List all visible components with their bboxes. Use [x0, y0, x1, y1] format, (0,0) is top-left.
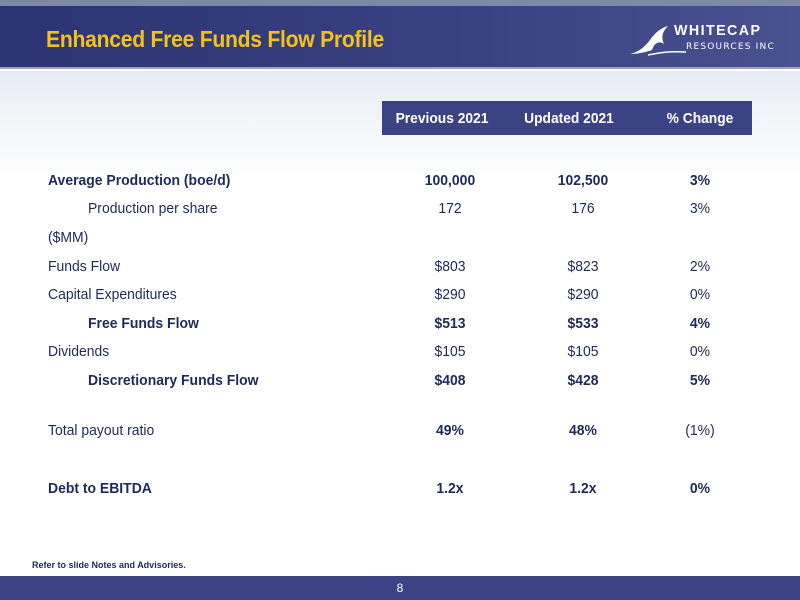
row-label: Dividends — [48, 343, 110, 360]
table-row-discretionary-funds-flow: Discretionary Funds Flow $408 $428 5% — [0, 372, 800, 394]
cell-change: 0% — [689, 286, 711, 303]
row-label: Free Funds Flow — [88, 315, 199, 332]
row-label: Average Production (boe/d) — [48, 172, 231, 189]
page-number: 8 — [396, 581, 404, 595]
table-row-debt-to-ebitda: Debt to EBITDA 1.2x 1.2x 0% — [0, 480, 800, 502]
cell-updated: 102,500 — [557, 172, 609, 189]
whitecap-logo: WHITECAP RESOURCES INC — [628, 18, 788, 62]
table-row-total-payout-ratio: Total payout ratio 49% 48% (1%) — [0, 422, 800, 444]
cell-updated: $533 — [567, 315, 599, 332]
column-updated-2021: Updated 2021 — [524, 110, 614, 127]
cell-updated: $105 — [567, 343, 599, 360]
logo-wordmark: WHITECAP — [674, 22, 762, 39]
table-row-funds-flow: Funds Flow $803 $823 2% — [0, 258, 800, 280]
cell-change: (1%) — [685, 422, 715, 439]
cell-updated: 176 — [571, 200, 595, 217]
row-label: ($MM) — [48, 229, 89, 246]
table-row-average-production: Average Production (boe/d) 100,000 102,5… — [0, 172, 800, 194]
cell-previous: 1.2x — [436, 480, 464, 497]
cell-change: 0% — [689, 343, 711, 360]
cell-change: 4% — [689, 315, 711, 332]
cell-previous: $290 — [434, 286, 466, 303]
cell-previous: $105 — [434, 343, 466, 360]
cell-change: 2% — [689, 258, 711, 275]
table-row-dividends: Dividends $105 $105 0% — [0, 343, 800, 365]
cell-updated: $823 — [567, 258, 599, 275]
cell-change: 3% — [689, 200, 711, 217]
row-label: Funds Flow — [48, 258, 121, 275]
cell-updated: 1.2x — [569, 480, 597, 497]
row-label: Total payout ratio — [48, 422, 155, 439]
cell-updated: 48% — [569, 422, 597, 439]
table-row-production-per-share: Production per share 172 176 3% — [0, 200, 800, 222]
top-strip — [0, 0, 800, 6]
cell-previous: 49% — [436, 422, 464, 439]
slide-footer: 8 — [0, 576, 800, 600]
row-label: Capital Expenditures — [48, 286, 177, 303]
cell-previous: 172 — [438, 200, 462, 217]
wave-logo-icon — [630, 26, 687, 56]
cell-updated: $428 — [567, 372, 599, 389]
cell-previous: $513 — [434, 315, 466, 332]
row-label: Debt to EBITDA — [48, 480, 152, 497]
logo-subtitle: RESOURCES INC — [686, 42, 775, 52]
footnote: Refer to slide Notes and Advisories. — [32, 560, 186, 570]
slide-header: Enhanced Free Funds Flow Profile WHITECA… — [0, 6, 800, 69]
column-percent-change: % Change — [666, 110, 734, 127]
cell-change: 3% — [689, 172, 711, 189]
table-row-free-funds-flow: Free Funds Flow $513 $533 4% — [0, 315, 800, 337]
row-label: Production per share — [88, 200, 218, 217]
table-row-mm-label: ($MM) — [0, 229, 800, 251]
cell-change: 5% — [689, 372, 711, 389]
cell-previous: $803 — [434, 258, 466, 275]
row-label: Discretionary Funds Flow — [88, 372, 259, 389]
cell-updated: $290 — [567, 286, 599, 303]
cell-previous: 100,000 — [424, 172, 476, 189]
cell-change: 0% — [689, 480, 711, 497]
slide-title: Enhanced Free Funds Flow Profile — [46, 26, 385, 52]
table-row-capital-expenditures: Capital Expenditures $290 $290 0% — [0, 286, 800, 308]
table-column-header: Previous 2021 Updated 2021 % Change — [382, 101, 752, 135]
column-previous-2021: Previous 2021 — [395, 110, 489, 127]
cell-previous: $408 — [434, 372, 466, 389]
